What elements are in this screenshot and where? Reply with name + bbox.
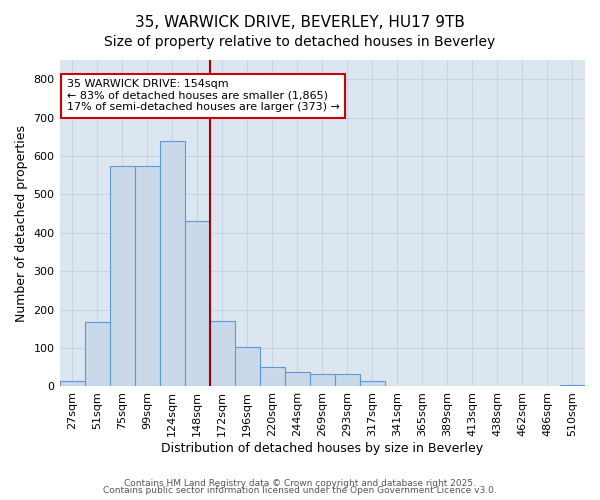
- Bar: [260, 368, 285, 386]
- Bar: [360, 382, 385, 386]
- X-axis label: Distribution of detached houses by size in Beverley: Distribution of detached houses by size …: [161, 442, 484, 455]
- Text: Size of property relative to detached houses in Beverley: Size of property relative to detached ho…: [104, 35, 496, 49]
- Bar: [235, 347, 260, 387]
- Bar: [285, 372, 310, 386]
- Bar: [335, 374, 360, 386]
- Bar: [85, 322, 110, 386]
- Text: Contains public sector information licensed under the Open Government Licence v3: Contains public sector information licen…: [103, 486, 497, 495]
- Bar: [209, 321, 235, 386]
- Bar: [160, 140, 185, 386]
- Bar: [560, 384, 585, 386]
- Text: Contains HM Land Registry data © Crown copyright and database right 2025.: Contains HM Land Registry data © Crown c…: [124, 478, 476, 488]
- Bar: [134, 166, 160, 386]
- Y-axis label: Number of detached properties: Number of detached properties: [15, 124, 28, 322]
- Bar: [310, 374, 335, 386]
- Bar: [185, 222, 209, 386]
- Bar: [110, 166, 134, 386]
- Bar: [59, 380, 85, 386]
- Text: 35 WARWICK DRIVE: 154sqm
← 83% of detached houses are smaller (1,865)
17% of sem: 35 WARWICK DRIVE: 154sqm ← 83% of detach…: [67, 79, 340, 112]
- Text: 35, WARWICK DRIVE, BEVERLEY, HU17 9TB: 35, WARWICK DRIVE, BEVERLEY, HU17 9TB: [135, 15, 465, 30]
